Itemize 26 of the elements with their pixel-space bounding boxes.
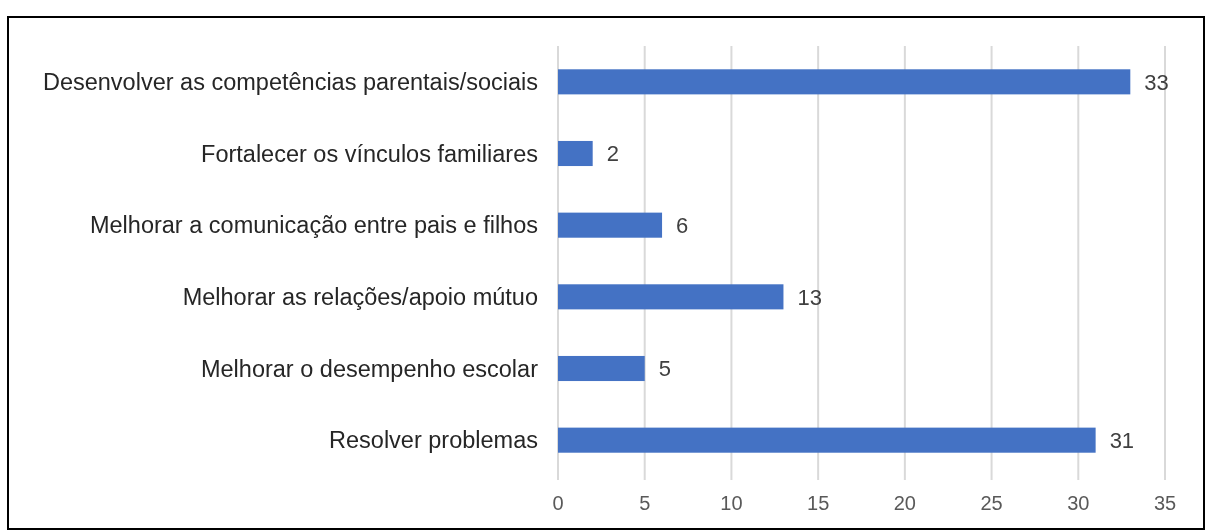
x-tick-label: 30 (1067, 492, 1090, 514)
x-tick-label: 0 (552, 492, 564, 514)
x-tick-label: 5 (639, 492, 651, 514)
data-label: 33 (1144, 69, 1169, 95)
bar (558, 284, 784, 310)
bar (558, 69, 1131, 95)
y-tick-label: Resolver problemas (329, 427, 538, 454)
y-tick-label: Fortalecer os vínculos familiares (201, 140, 538, 167)
y-tick-label: Desenvolver as competências parentais/sociais (42, 69, 538, 96)
data-label: 13 (797, 284, 822, 310)
x-tick-label: 10 (720, 492, 743, 514)
bar (558, 140, 593, 167)
x-tick-label: 15 (807, 492, 830, 514)
x-tick-label: 20 (893, 492, 916, 514)
data-label: 5 (658, 356, 671, 382)
data-label: 2 (606, 141, 619, 167)
bar (558, 355, 645, 382)
bar (558, 212, 663, 238)
y-tick-label: Melhorar o desempenho escolar (200, 355, 539, 382)
x-tick-label: 25 (980, 492, 1003, 514)
data-label: 31 (1109, 427, 1135, 453)
data-label: 6 (676, 212, 689, 238)
x-tick-label: 35 (1153, 492, 1177, 514)
bar (558, 427, 1096, 453)
y-tick-label: Melhorar a comunicação entre pais e filhos (89, 212, 538, 239)
y-tick-label: Melhorar as relações/apoio mútuo (182, 284, 538, 311)
